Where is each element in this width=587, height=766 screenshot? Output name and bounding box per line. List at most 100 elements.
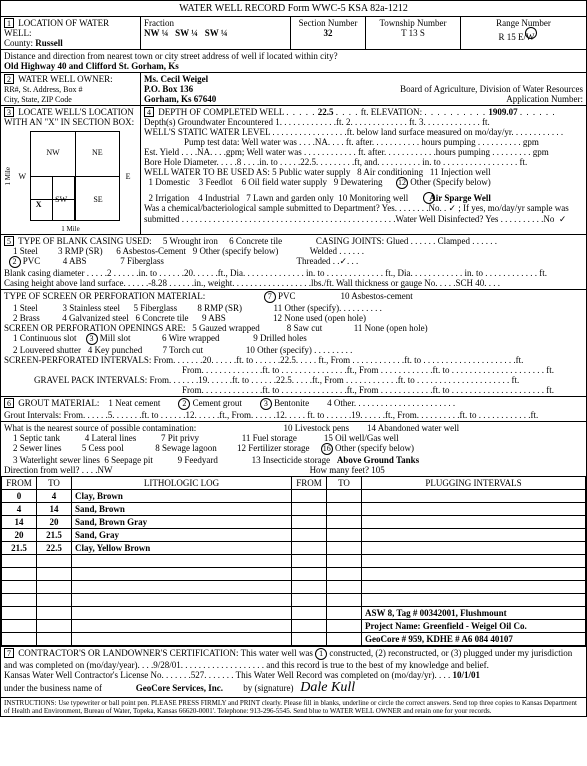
sec7-rest: constructed, (2) reconstructed, or (3) p… — [329, 648, 572, 658]
owner-addr1: P.O. Box 136 — [144, 84, 193, 94]
sec5-title: TYPE OF BLANK CASING USED: — [18, 236, 152, 246]
use-12-circle: 12 — [396, 177, 408, 189]
table-cell: Sand, Brown — [72, 503, 292, 516]
contam-15: 15 Oil well/Gas well — [324, 433, 399, 443]
appnum-label: Application Number: — [506, 94, 583, 104]
table-cell — [37, 555, 72, 568]
table-cell — [37, 633, 72, 646]
table-cell: 20 — [2, 529, 37, 542]
elev-value: 1909.07 — [488, 107, 517, 117]
table-cell — [292, 555, 327, 568]
est-yield: Est. Yield . . . .NA. . . .gpm; Well wat… — [144, 147, 549, 157]
screen-10: 10 Asbestos-cement — [341, 291, 413, 301]
open-6: 6 Wire wrapped — [162, 333, 219, 343]
section-2-num: 2 — [4, 74, 14, 84]
mile-bottom: 1 Mile — [4, 225, 137, 233]
table-cell: 14 — [2, 516, 37, 529]
contam-title: What is the nearest source of possible c… — [4, 423, 196, 433]
county-value: Russell — [35, 38, 63, 48]
contam-16-circle: 16 — [321, 443, 333, 455]
table-cell: Sand, Gray — [72, 529, 292, 542]
log-hdr-plug: PLUGGING INTERVALS — [362, 477, 586, 490]
table-cell — [292, 490, 327, 503]
casing-dia: Blank casing diameter . . . . .2 . . . .… — [4, 268, 547, 278]
table-cell — [292, 568, 327, 581]
air-sparge-circle — [423, 192, 435, 204]
contam-10: 10 Livestock pens — [283, 423, 349, 433]
table-cell — [327, 503, 362, 516]
table-cell — [327, 607, 362, 620]
table-cell — [292, 529, 327, 542]
box-nw: NW — [46, 148, 59, 157]
table-cell — [292, 607, 327, 620]
sec7-l2: and was completed on (mo/day/year). . . … — [4, 660, 489, 670]
table-cell — [292, 620, 327, 633]
grout-2-circle: 2 — [178, 398, 190, 410]
pump-test: Pump test data: Well water was . . . .NA… — [184, 137, 539, 147]
township-label: Township Number — [379, 18, 446, 28]
grout-1: 1 Neat cement — [108, 398, 160, 408]
table-row: ASW 8, Tag # 00342001, Flushmount — [2, 607, 586, 620]
table-cell — [362, 555, 586, 568]
mill-label: Mill slot — [100, 333, 131, 343]
table-cell — [37, 607, 72, 620]
table-cell: 0 — [2, 490, 37, 503]
pvc-label: PVC — [23, 256, 41, 266]
table-cell: Clay, Yellow Brown — [72, 542, 292, 555]
table-cell — [2, 555, 37, 568]
table-cell: Sand, Brown Gray — [72, 516, 292, 529]
pvc-7-label: PVC — [278, 291, 296, 301]
table-cell — [327, 594, 362, 607]
box-e: E — [126, 172, 131, 181]
grout-intervals: Grout Intervals: From. . . . . .5. . . .… — [4, 410, 538, 420]
how-many-feet: How many feet? 105 — [310, 465, 385, 475]
contam-9: 9 Feedyard — [178, 455, 218, 465]
use-1: 1 Domestic — [149, 177, 190, 187]
log-hdr-from: FROM — [2, 477, 37, 490]
table-cell — [72, 555, 292, 568]
table-cell — [2, 620, 37, 633]
table-cell: GeoCore # 959, KDHE # A6 084 40107 — [362, 633, 586, 646]
no-check: ✓ — [448, 203, 456, 213]
use-3: 3 Feedlot — [199, 177, 233, 187]
open-11: 11 None (open hole) — [354, 323, 428, 333]
table-cell — [362, 568, 586, 581]
dots1: . . . . . — [286, 107, 315, 117]
table-cell — [327, 581, 362, 594]
use-7: 7 Lawn and garden only — [246, 193, 333, 203]
county-label: County: — [4, 38, 33, 48]
screen-6: 6 Concrete tile — [135, 313, 188, 323]
gravel-pack2: From. . . . . . . . . . . . . .ft. to . … — [182, 385, 554, 395]
table-row — [2, 568, 586, 581]
screen-11: 11 Other (specify). . . . . . . . . . — [274, 303, 382, 313]
table-row: Project Name: Greenfield - Weigel Oil Co… — [2, 620, 586, 633]
above-ground: Above Ground Tanks — [337, 455, 419, 465]
screen-2: 2 Brass — [13, 313, 40, 323]
range-label: Range Number — [496, 18, 551, 28]
business-name: GeoCore Services, Inc. — [136, 683, 223, 693]
static-water-level: WELL'S STATIC WATER LEVEL . . . . . . . … — [144, 127, 563, 137]
contam-1: 1 Septic tank — [13, 433, 60, 443]
table-cell: 21.5 — [2, 542, 37, 555]
open-8: 8 Saw cut — [287, 323, 323, 333]
gw-encountered: Depth(s) Groundwater Encountered 1. . . … — [144, 117, 490, 127]
sec7-l4a: under the business name of — [4, 683, 102, 693]
use-2: 2 Irrigation — [149, 193, 190, 203]
section-value: 32 — [324, 28, 333, 38]
table-cell: Clay, Brown — [72, 490, 292, 503]
threaded: Threaded . .✓. . . — [296, 256, 358, 266]
table-row: 2021.5Sand, Gray — [2, 529, 586, 542]
contam-11: 11 Fuel storage — [242, 433, 297, 443]
table-row: 414Sand, Brown — [2, 503, 586, 516]
contam-13: 13 Insecticide storage — [252, 455, 330, 465]
log-hdr-from2: FROM — [292, 477, 327, 490]
log-hdr-to2: TO — [327, 477, 362, 490]
table-cell — [72, 620, 292, 633]
table-cell — [2, 568, 37, 581]
contam-7: 7 Pit privy — [161, 433, 199, 443]
contam-6: 6 Seepage pit — [104, 455, 153, 465]
contam-3: 3 Waterlight sewer lines — [13, 455, 100, 465]
joints: CASING JOINTS: Glued . . . . . . Clamped… — [316, 236, 497, 246]
use-8: 8 Air conditioning — [357, 167, 423, 177]
open-9: 9 Drilled holes — [253, 333, 307, 343]
